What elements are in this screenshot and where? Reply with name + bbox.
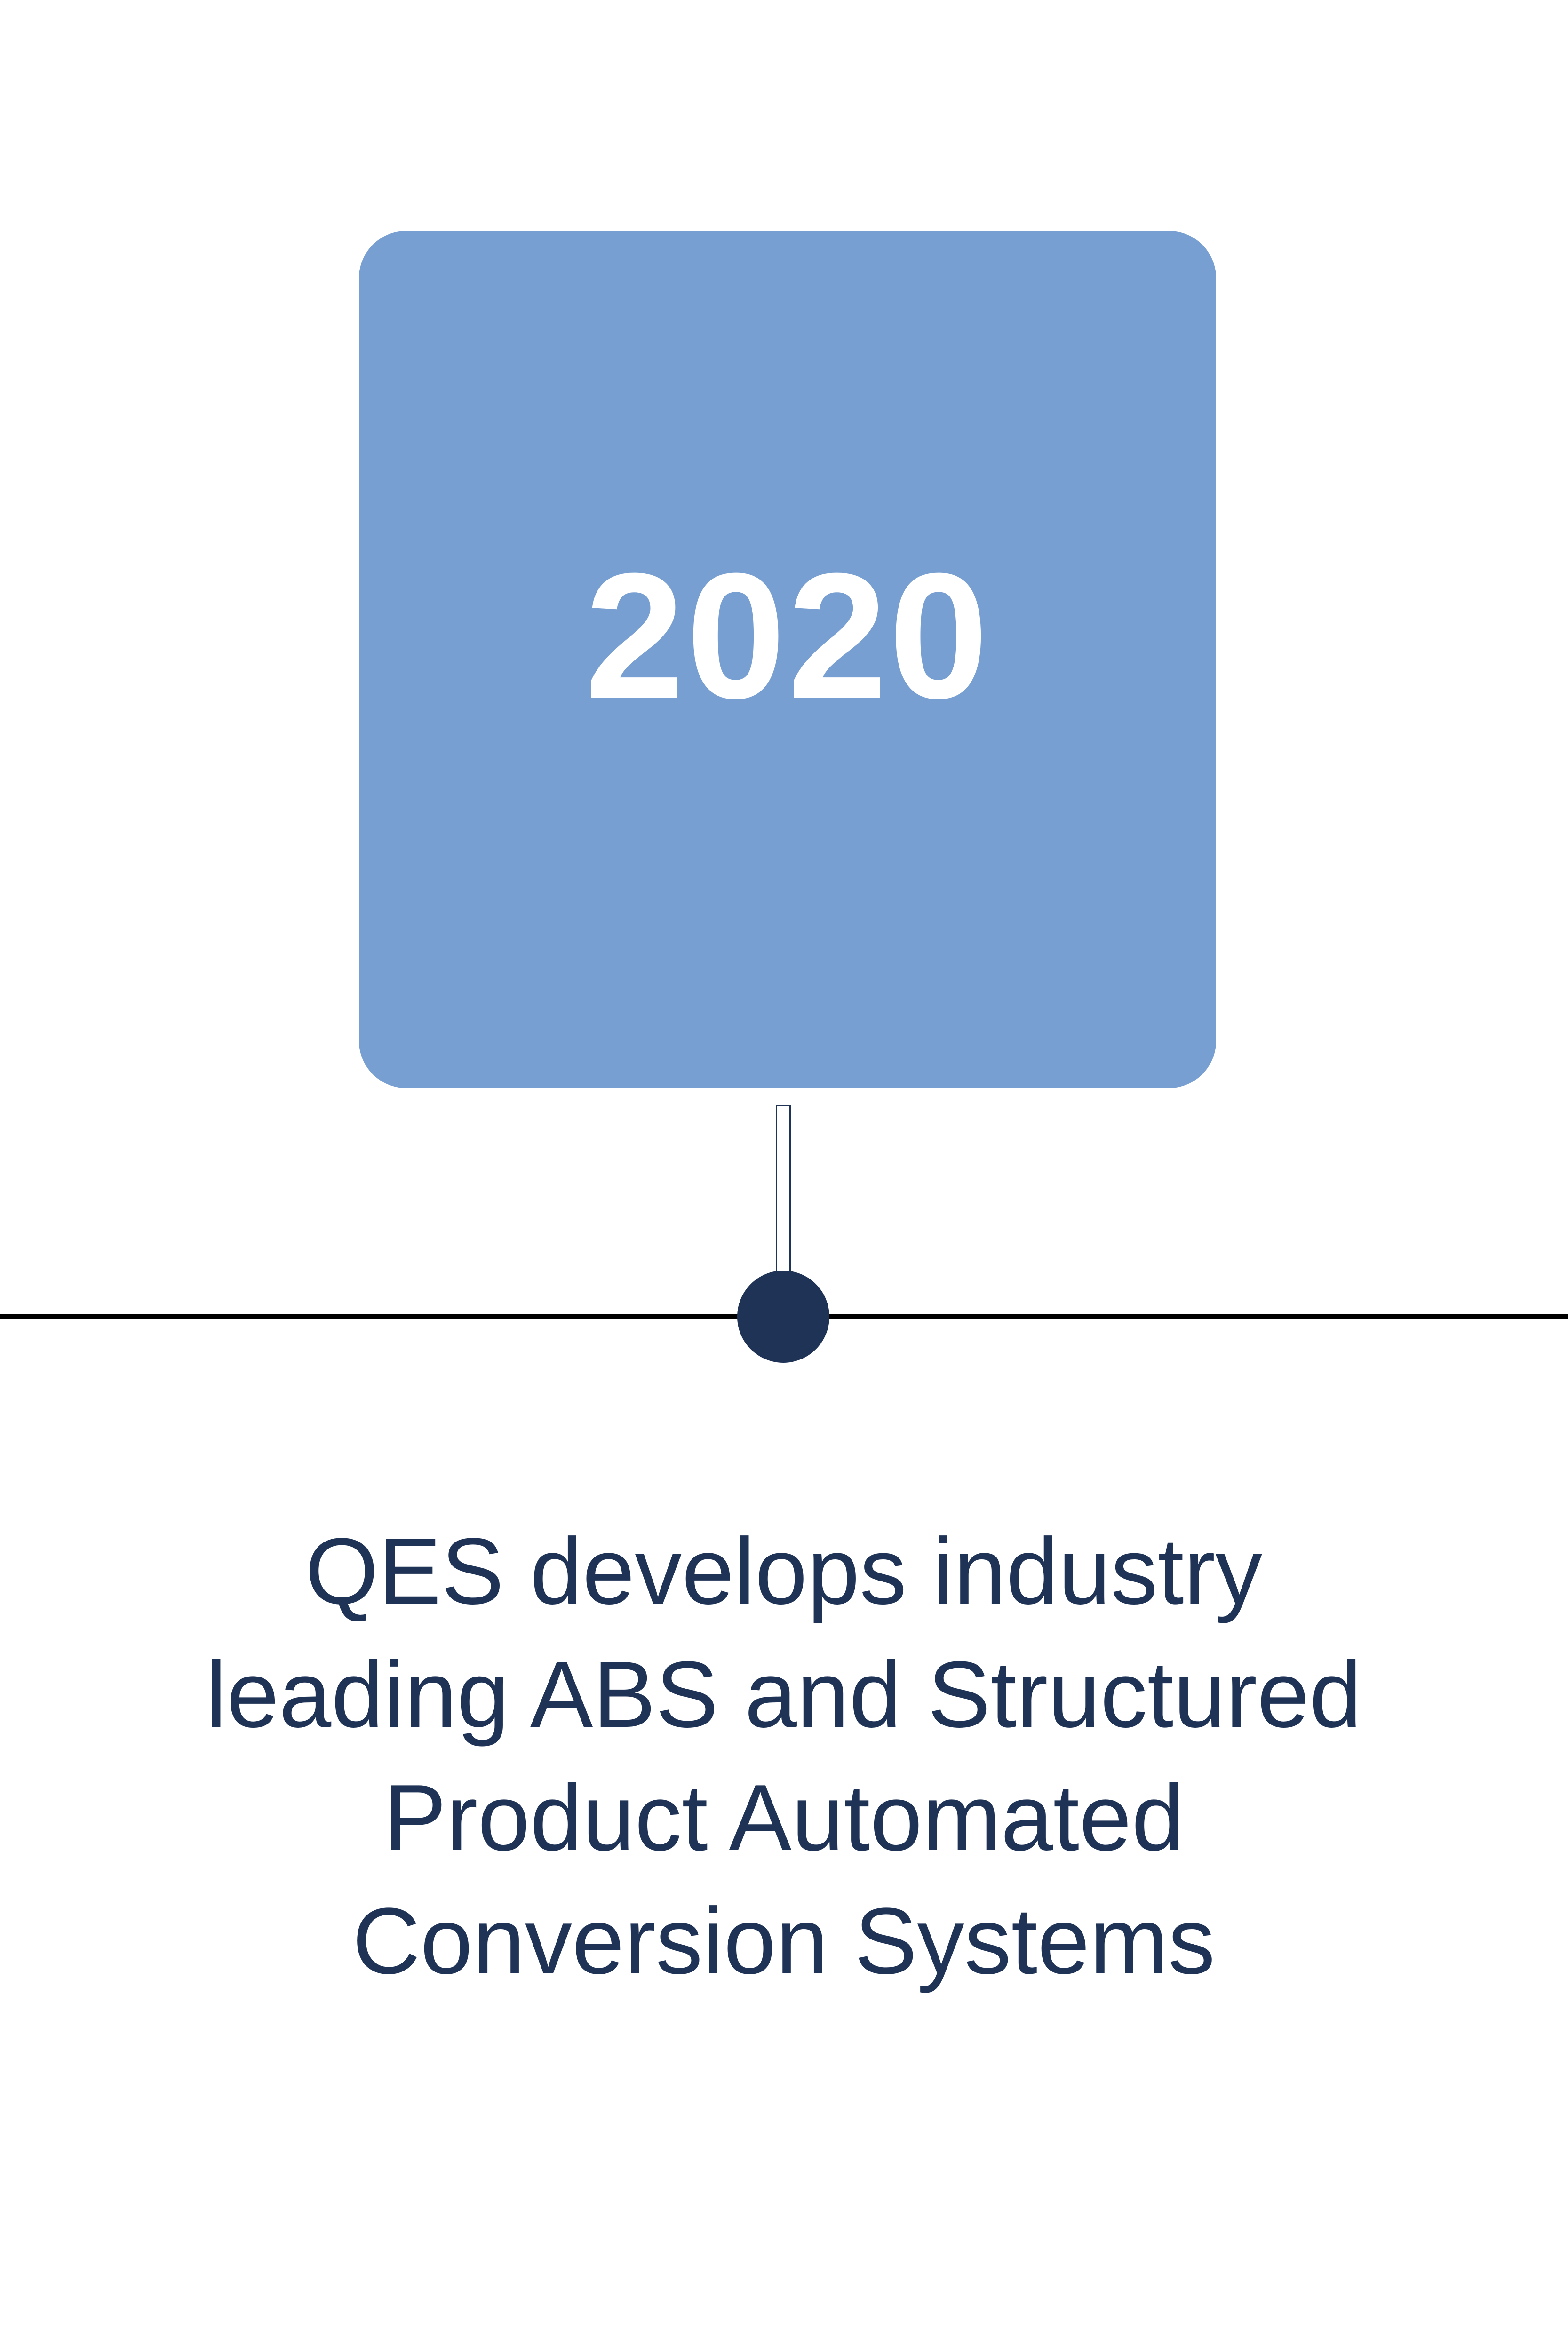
year-card: 2020 xyxy=(359,231,1216,1088)
description-line: Conversion Systems xyxy=(352,1889,1215,1994)
description-line: leading ABS and Structured xyxy=(206,1642,1362,1747)
description-line: Product Automated xyxy=(383,1765,1184,1870)
connector-stem xyxy=(776,1105,791,1272)
year-label: 2020 xyxy=(585,536,990,736)
timeline-dot xyxy=(737,1271,829,1363)
description-line: QES develops industry xyxy=(305,1519,1263,1624)
milestone-description: QES develops industry leading ABS and St… xyxy=(78,1510,1489,2003)
